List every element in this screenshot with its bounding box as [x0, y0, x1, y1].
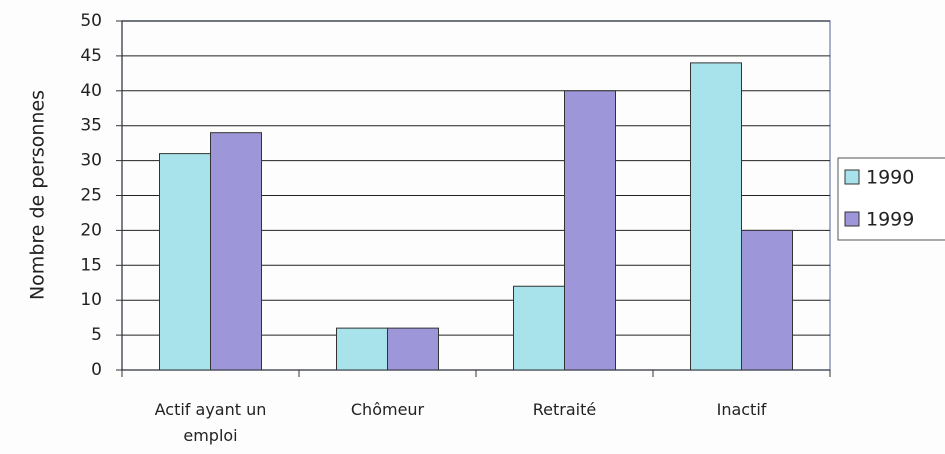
y-tick-label: 40 [80, 81, 102, 101]
y-tick-label: 35 [80, 116, 102, 136]
y-tick-label: 25 [80, 186, 102, 206]
bar [387, 327, 439, 371]
y-tick-label: 15 [80, 255, 102, 275]
legend-swatch [844, 169, 860, 185]
bar [210, 132, 262, 371]
bar [159, 153, 211, 371]
legend-label: 1990 [866, 167, 914, 189]
y-tick-label: 30 [80, 151, 102, 171]
bar [741, 229, 793, 371]
y-tick-label: 0 [91, 360, 102, 380]
bar [564, 90, 616, 371]
x-tick-label: Inactif [716, 400, 767, 419]
y-tick-label: 10 [80, 290, 102, 310]
y-tick-label: 45 [80, 46, 102, 66]
bar [336, 327, 388, 371]
bar [690, 62, 742, 371]
x-tick-label: Chômeur [350, 400, 425, 419]
x-tick-label: Retraité [532, 400, 597, 419]
legend-swatch [844, 211, 860, 227]
y-axis-label: Nombre de personnes [27, 90, 49, 300]
bar [513, 285, 565, 371]
y-tick-label: 5 [91, 325, 102, 345]
y-tick-label: 20 [80, 220, 102, 240]
x-tick-label: Actif ayant un emploi [154, 400, 267, 445]
legend-label: 1999 [866, 209, 914, 231]
y-tick-label: 50 [80, 11, 102, 31]
